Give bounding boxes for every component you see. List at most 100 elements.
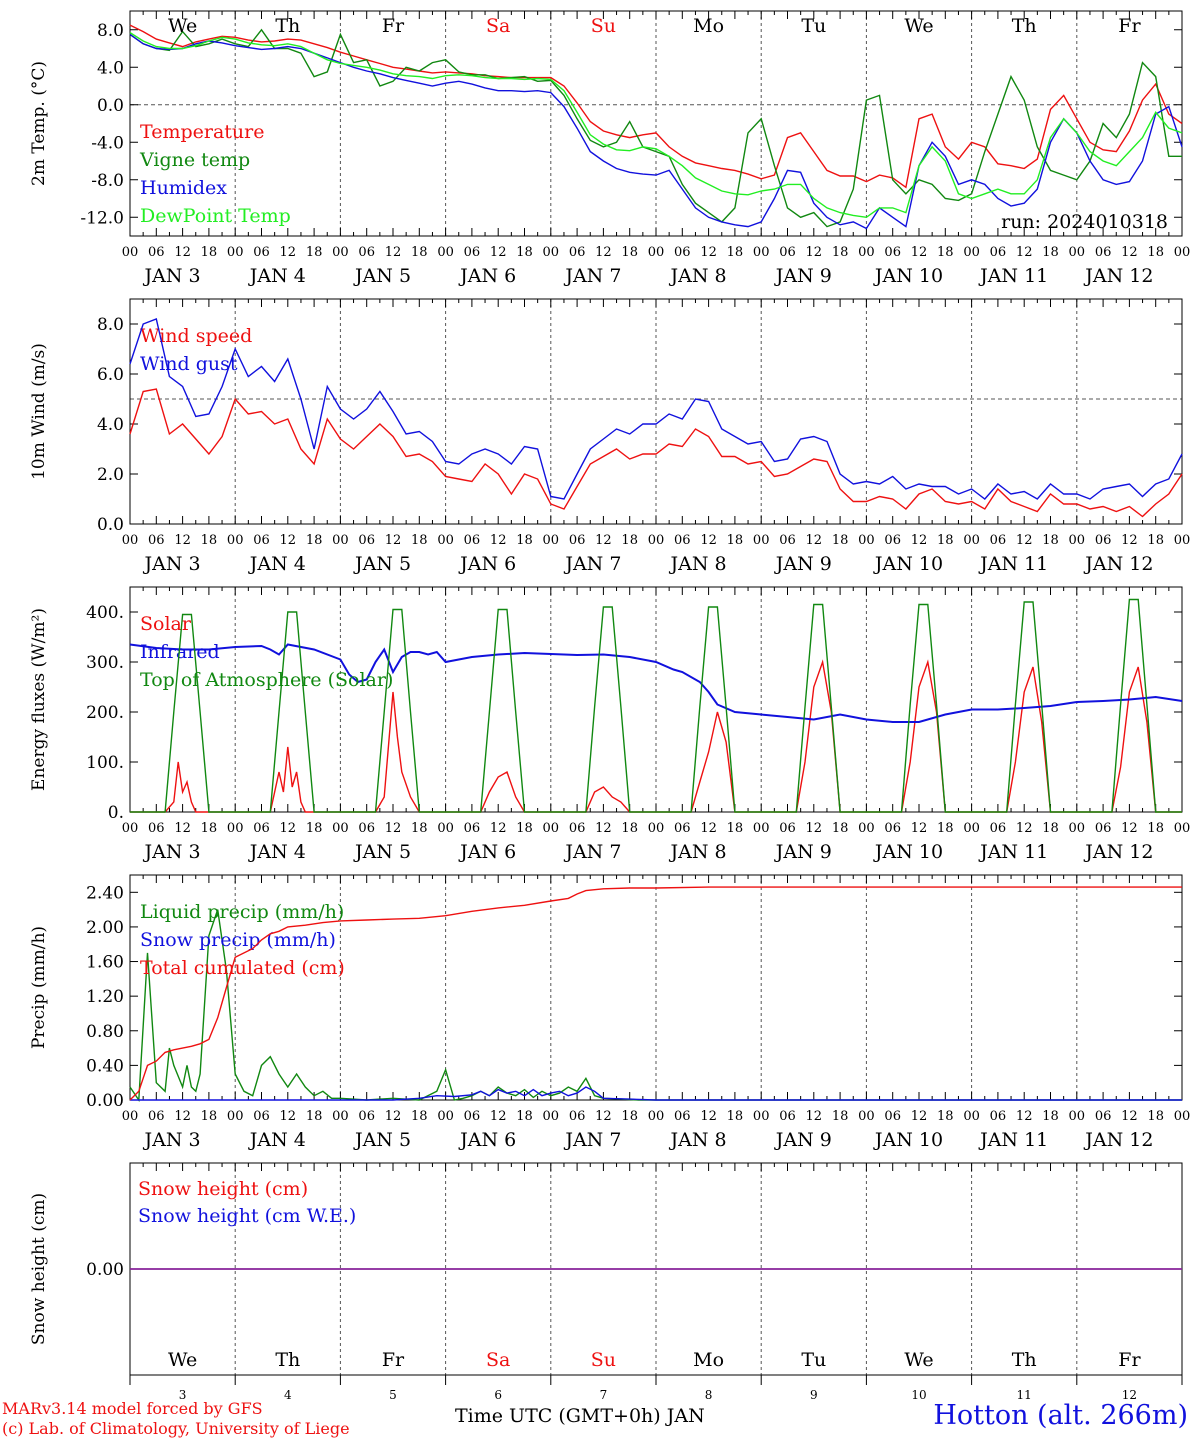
y-tick-label: 400. (86, 603, 124, 623)
day-date-label: JAN 5 (353, 265, 411, 287)
day-number-label: 4 (284, 1388, 292, 1402)
hour-tick-label: 12 (911, 1109, 928, 1124)
legend-entry: Wind gust (140, 353, 238, 375)
y-tick-label: 100. (86, 753, 124, 773)
hour-tick-label: 00 (858, 533, 875, 548)
day-number-label: 12 (1122, 1388, 1137, 1402)
hour-tick-label: 12 (700, 1109, 717, 1124)
hour-tick-label: 12 (595, 821, 612, 836)
hour-tick-label: 00 (543, 1109, 560, 1124)
hour-tick-label: 18 (937, 533, 954, 548)
y-tick-label: 4.0 (97, 58, 124, 78)
hour-tick-label: 12 (806, 1109, 823, 1124)
y-tick-label: -4.0 (91, 133, 124, 153)
day-date-label: JAN 7 (563, 1129, 621, 1151)
hour-tick-label: 12 (911, 821, 928, 836)
hour-tick-label: 00 (1174, 533, 1191, 548)
weekday-label-top: Su (591, 15, 616, 37)
hour-tick-label: 06 (779, 821, 796, 836)
panel-wind: 0.0 2.0 4.0 6.0 8.0 10m Wind (m/s) Wind speed W… (29, 298, 1191, 575)
series-line-blue (129, 318, 1183, 500)
hour-tick-label: 12 (1016, 821, 1033, 836)
legend-entry: Top of Atmosphere (Solar) (140, 669, 393, 691)
hour-tick-label: 18 (621, 533, 638, 548)
day-date-label: JAN 9 (774, 265, 832, 287)
weekday-label-top: Fr (382, 15, 405, 37)
hour-tick-label: 00 (858, 245, 875, 260)
hour-tick-label: 00 (1174, 1109, 1191, 1124)
y-tick-label: 2.0 (97, 465, 124, 485)
hour-tick-label: 06 (253, 533, 270, 548)
day-date-label: JAN 6 (458, 841, 516, 863)
weekday-label-bottom: We (168, 1349, 197, 1371)
day-date-label: JAN 3 (143, 265, 201, 287)
footer-model-credit: MARv3.14 model forced by GFS (2, 1399, 263, 1418)
hour-tick-label: 12 (1121, 821, 1138, 836)
day-date-label: JAN 7 (563, 841, 621, 863)
hour-tick-label: 12 (280, 533, 297, 548)
hour-tick-label: 00 (1174, 821, 1191, 836)
weekday-label-bottom: Th (275, 1349, 300, 1371)
hour-tick-label: 12 (174, 821, 191, 836)
weekday-label-bottom: Su (591, 1349, 616, 1371)
y-axis-label: Precip (mm/h) (29, 926, 49, 1049)
footer-lab-credit: (c) Lab. of Climatology, University of L… (2, 1419, 350, 1438)
day-date-label: JAN 11 (978, 841, 1048, 863)
hour-tick-label: 00 (332, 1109, 349, 1124)
day-number-label: 6 (494, 1388, 502, 1402)
legend-entry: Total cumulated (cm) (140, 957, 345, 979)
hour-tick-label: 00 (227, 245, 244, 260)
hour-tick-label: 00 (753, 533, 770, 548)
day-number-label: 9 (810, 1388, 818, 1402)
hour-tick-label: 12 (806, 245, 823, 260)
hour-tick-label: 06 (1095, 533, 1112, 548)
legend-entry: Temperature (140, 121, 264, 143)
hour-tick-label: 12 (700, 821, 717, 836)
day-date-label: JAN 5 (353, 841, 411, 863)
hour-tick-label: 06 (358, 1109, 375, 1124)
hour-tick-label: 18 (1147, 533, 1164, 548)
hour-tick-label: 18 (516, 1109, 533, 1124)
day-date-label: JAN 8 (669, 553, 727, 575)
hour-tick-label: 00 (122, 533, 139, 548)
y-tick-label: -8.0 (91, 171, 124, 191)
hour-tick-label: 12 (911, 533, 928, 548)
y-tick-label: 2.00 (86, 918, 124, 938)
hour-tick-label: 06 (569, 821, 586, 836)
hour-tick-label: 12 (1016, 1109, 1033, 1124)
hour-tick-label: 00 (332, 533, 349, 548)
hour-tick-label: 18 (621, 245, 638, 260)
hour-tick-label: 00 (858, 821, 875, 836)
series-line-green (129, 28, 1182, 228)
hour-tick-label: 06 (1095, 1109, 1112, 1124)
hour-tick-label: 18 (411, 821, 428, 836)
day-date-label: JAN 12 (1083, 841, 1153, 863)
day-date-label: JAN 3 (143, 1129, 201, 1151)
hour-tick-label: 06 (884, 1109, 901, 1124)
weekday-label-bottom: Sa (486, 1349, 510, 1371)
day-date-label: JAN 6 (458, 265, 516, 287)
hour-tick-label: 12 (595, 245, 612, 260)
hour-tick-label: 12 (174, 245, 191, 260)
hour-tick-label: 00 (437, 533, 454, 548)
hour-tick-label: 06 (358, 821, 375, 836)
hour-tick-label: 00 (648, 821, 665, 836)
day-number-label: 8 (705, 1388, 713, 1402)
hour-tick-label: 06 (990, 533, 1007, 548)
hour-tick-label: 06 (884, 245, 901, 260)
day-date-label: JAN 9 (774, 841, 832, 863)
hour-tick-label: 00 (122, 821, 139, 836)
day-date-label: JAN 8 (669, 1129, 727, 1151)
legend-entry: Humidex (140, 177, 227, 199)
hour-tick-label: 12 (174, 533, 191, 548)
hour-tick-label: 12 (490, 1109, 507, 1124)
hour-tick-label: 00 (963, 533, 980, 548)
hour-tick-label: 00 (437, 821, 454, 836)
hour-tick-label: 18 (727, 1109, 744, 1124)
hour-tick-label: 18 (621, 1109, 638, 1124)
weekday-label-bottom: We (904, 1349, 933, 1371)
y-tick-label: 1.20 (86, 987, 124, 1007)
hour-tick-label: 06 (884, 533, 901, 548)
hour-tick-label: 18 (306, 533, 323, 548)
y-axis-label: Snow height (cm) (29, 1193, 49, 1345)
